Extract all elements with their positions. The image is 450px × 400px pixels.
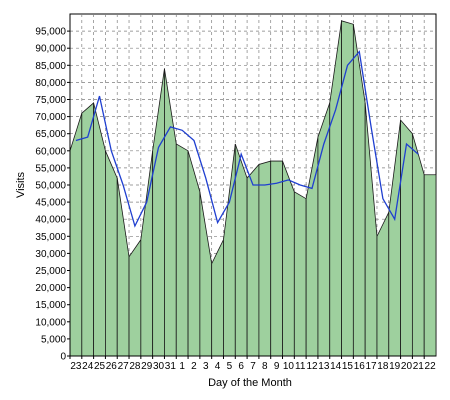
y-tick-label: 40,000 [35, 215, 66, 226]
y-tick-label: 65,000 [35, 129, 66, 140]
y-tick-label: 80,000 [35, 78, 66, 89]
area-segment [270, 160, 283, 357]
area-segment [293, 191, 307, 357]
x-axis-ticks: 23 24 25 26 27 28 29 30 31 1 2 3 4 5 6 7 8 9 10 11 12 13 14 15 1… [69, 356, 437, 372]
area-segment [69, 113, 83, 357]
x-tick-label: 17 [366, 361, 378, 372]
x-tick-label: 6 [238, 361, 244, 372]
x-tick-label: 4 [215, 361, 221, 372]
area-segment [128, 238, 142, 357]
x-tick-label: 26 [106, 361, 118, 372]
x-tick-label: 14 [330, 361, 342, 372]
x-tick-label: 2 [191, 361, 197, 372]
area-segment [105, 150, 118, 357]
x-tick-label: 31 [165, 361, 177, 372]
x-tick-label: 7 [250, 361, 256, 372]
area-series [69, 20, 437, 357]
y-tick-label: 15,000 [35, 300, 66, 311]
line-series [75, 50, 419, 228]
y-tick-label: 75,000 [35, 95, 66, 106]
x-tick-label: 10 [283, 361, 295, 372]
x-tick-label: 5 [227, 361, 233, 372]
x-tick-label: 11 [295, 361, 306, 372]
trend-line [75, 50, 419, 228]
x-tick-label: 25 [94, 361, 106, 372]
y-tick-label: 25,000 [35, 266, 66, 277]
x-tick-label: 8 [262, 361, 268, 372]
y-tick-label: 95,000 [35, 27, 66, 38]
x-tick-label: 22 [425, 361, 437, 372]
x-tick-label: 28 [129, 361, 141, 372]
x-tick-label: 9 [274, 361, 280, 372]
y-tick-label: 30,000 [35, 249, 66, 260]
x-tick-label: 29 [141, 361, 153, 372]
x-tick-label: 3 [203, 361, 209, 372]
area-segment [234, 143, 248, 357]
x-tick-label: 19 [389, 361, 401, 372]
area-segment [246, 163, 260, 357]
y-tick-label: 90,000 [35, 44, 66, 55]
y-tick-label: 55,000 [35, 163, 66, 174]
x-tick-label: 13 [318, 361, 330, 372]
area-segment [282, 160, 295, 357]
y-tick-label: 60,000 [35, 146, 66, 157]
area-segment [258, 160, 272, 357]
x-tick-label: 20 [401, 361, 413, 372]
y-tick-label: 70,000 [35, 112, 66, 123]
area-segment [81, 102, 95, 357]
y-tick-label: 45,000 [35, 198, 66, 209]
area-segment [376, 212, 390, 357]
area-segment [175, 143, 189, 357]
y-tick-label: 20,000 [35, 283, 66, 294]
area-segment [317, 102, 331, 357]
x-tick-label: 12 [306, 361, 318, 372]
y-tick-label: 0 [60, 352, 66, 363]
x-tick-label: 27 [118, 361, 130, 372]
x-tick-label: 30 [153, 361, 165, 372]
x-tick-label: 1 [179, 361, 185, 372]
area-segment [341, 20, 354, 357]
y-tick-label: 85,000 [35, 61, 66, 72]
x-tick-label: 21 [413, 361, 425, 372]
x-tick-label: 18 [377, 361, 389, 372]
x-axis-title: Day of the Month [208, 377, 292, 389]
x-tick-label: 24 [82, 361, 94, 372]
area-segment [400, 118, 413, 357]
x-tick-label: 15 [342, 361, 354, 372]
y-tick-label: 50,000 [35, 181, 66, 192]
y-tick-label: 5,000 [41, 334, 66, 345]
y-axis-title: Visits [15, 171, 27, 198]
x-tick-label: 16 [354, 361, 366, 372]
y-tick-label: 35,000 [35, 232, 66, 243]
x-tick-label: 23 [70, 361, 82, 372]
y-axis-ticks: 0 5,000 10,000 15,000 20,000 25,000 30,000 35,0… [35, 27, 70, 363]
area-segment [423, 174, 437, 357]
y-tick-label: 10,000 [35, 317, 66, 328]
